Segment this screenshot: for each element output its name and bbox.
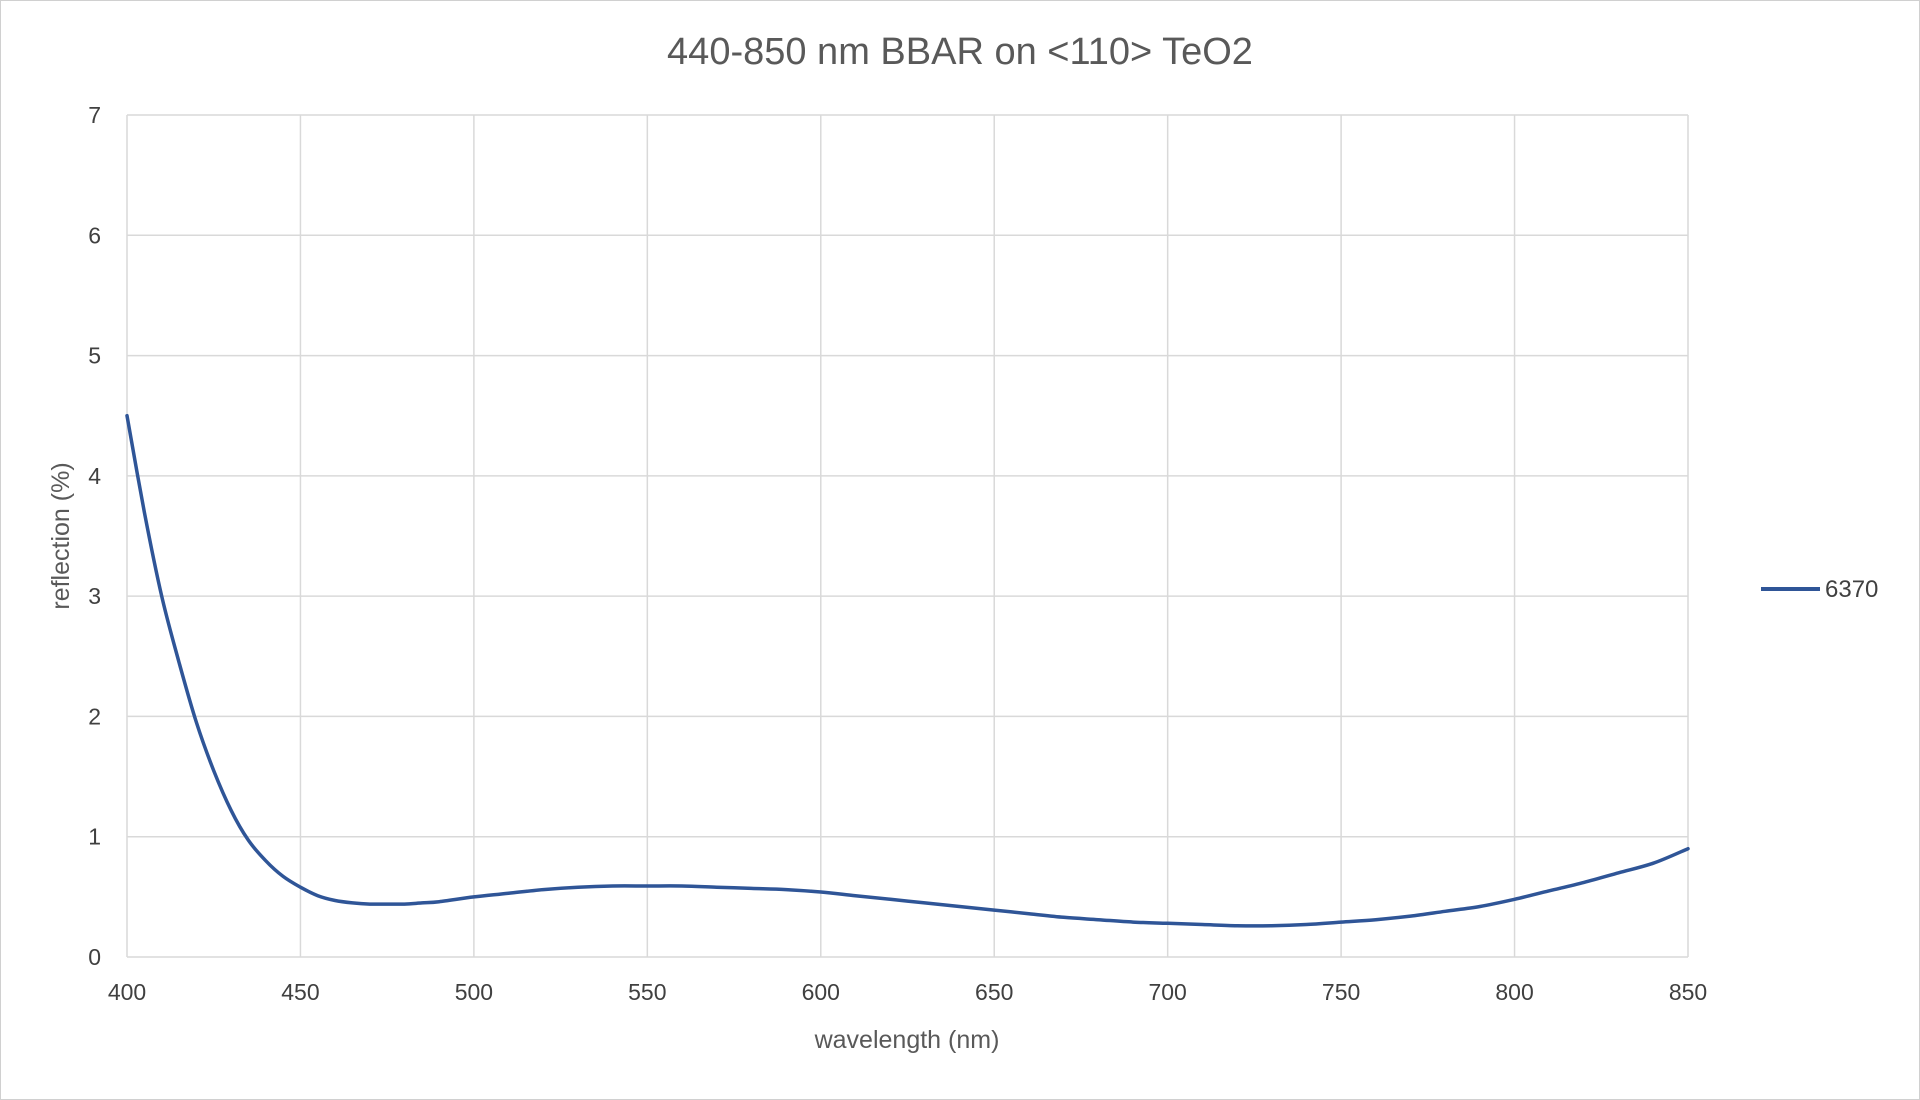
y-tick-label: 4	[88, 463, 101, 489]
series-layer	[125, 413, 1690, 928]
legend-label: 6370	[1825, 576, 1878, 603]
y-axis-ticks: 0 1 2 3 4 5 6 7	[88, 102, 101, 970]
y-tick-label: 2	[88, 703, 101, 729]
x-tick-label: 600	[802, 979, 840, 1005]
legend: 6370	[1761, 576, 1878, 603]
y-axis-label: reflection (%)	[47, 462, 75, 609]
chart-title: 440-850 nm BBAR on <110> TeO2	[667, 31, 1253, 73]
x-tick-label: 500	[455, 979, 493, 1005]
x-axis-ticks: 400 450 500 550 600 650 700 750 800 850	[108, 979, 1707, 1005]
series-line-6370	[125, 413, 1690, 928]
x-tick-label: 400	[108, 979, 146, 1005]
grid	[126, 114, 1689, 958]
y-tick-label: 5	[88, 343, 101, 369]
y-tick-label: 7	[88, 102, 101, 128]
y-tick-label: 6	[88, 222, 101, 248]
x-tick-label: 650	[975, 979, 1013, 1005]
y-tick-label: 3	[88, 583, 101, 609]
x-tick-label: 450	[281, 979, 319, 1005]
x-tick-label: 700	[1148, 979, 1186, 1005]
x-tick-label: 750	[1322, 979, 1360, 1005]
x-tick-label: 800	[1495, 979, 1533, 1005]
y-tick-label: 1	[88, 824, 101, 850]
x-tick-label: 850	[1669, 979, 1707, 1005]
y-tick-label: 0	[88, 944, 101, 970]
x-axis-label: wavelength (nm)	[814, 1026, 1000, 1054]
x-tick-label: 550	[628, 979, 666, 1005]
